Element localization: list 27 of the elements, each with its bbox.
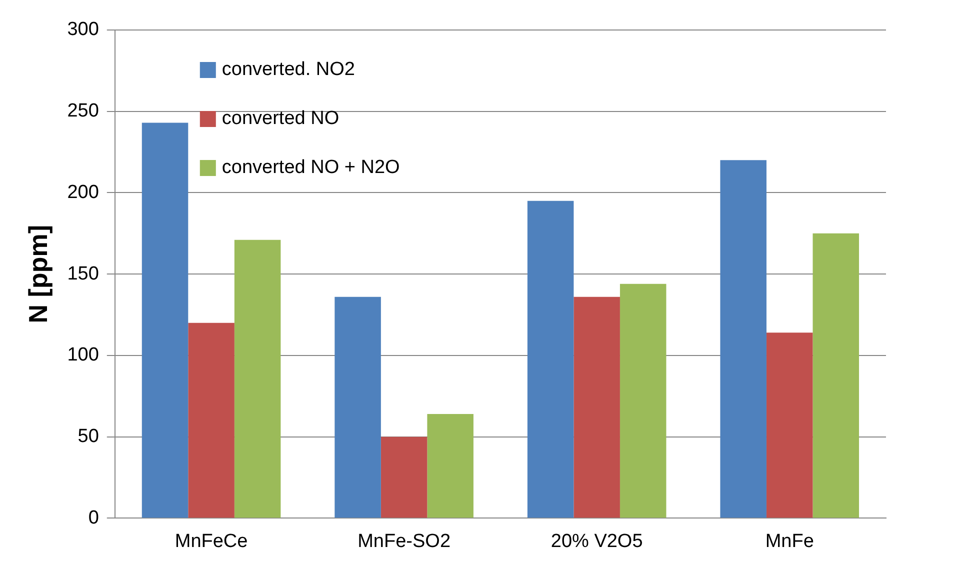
bar [720, 160, 766, 518]
y-tick-label: 300 [67, 19, 99, 40]
bar [766, 332, 813, 518]
bar [142, 122, 188, 518]
bar [527, 200, 574, 518]
bar [334, 296, 381, 518]
legend-label: converted. NO2 [222, 59, 355, 80]
y-tick-label: 250 [67, 100, 99, 122]
y-tick-label: 0 [88, 507, 99, 528]
bar [812, 233, 860, 518]
y-tick-label: 50 [78, 426, 99, 448]
bar [427, 414, 474, 518]
bar [188, 322, 234, 518]
bar [620, 284, 666, 518]
x-tick-label: MnFe [765, 530, 814, 552]
x-tick-label: MnFe-SO2 [358, 530, 451, 552]
y-tick-label: 100 [67, 344, 99, 366]
legend-label: converted NO + N2O [222, 157, 400, 178]
y-axis-title: N [ppm] [22, 225, 53, 324]
bar [234, 240, 281, 518]
x-tick-label: 20% V2O5 [550, 530, 643, 552]
x-tick-label: MnFeCe [174, 530, 248, 552]
legend-label: converted NO [222, 108, 340, 130]
bar [574, 296, 620, 518]
y-tick-label: 200 [67, 182, 99, 203]
bar [380, 436, 428, 518]
y-tick-label: 150 [67, 263, 99, 284]
